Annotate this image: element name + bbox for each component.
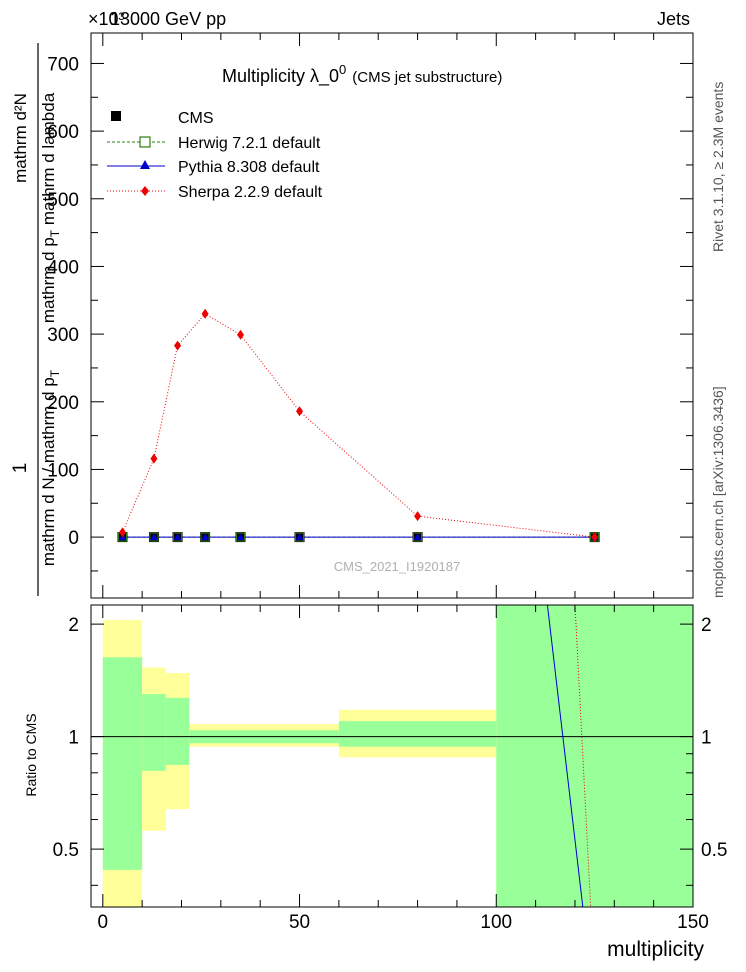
sherpa-point bbox=[174, 340, 182, 351]
legend-pythia-label: Pythia 8.308 default bbox=[178, 159, 320, 176]
ratio-y-tick-label-right: 0.5 bbox=[701, 840, 727, 861]
ratio-plot-frame bbox=[90, 604, 694, 908]
ylabel-denominator2-text: mathrm d p bbox=[39, 237, 58, 323]
ratio-y-tick-label-right: 1 bbox=[701, 728, 712, 749]
ylabel-denominator-sub: T bbox=[48, 369, 62, 377]
ratio-axis-ticks: 0.5 0.5 1 1 2 2 0 50 100 150 bbox=[53, 605, 727, 933]
header-exponent: ×10³ bbox=[88, 9, 125, 29]
legend-sherpa-label: Sherpa 2.2.9 default bbox=[178, 184, 323, 201]
watermark: CMS_2021_I1920187 bbox=[334, 559, 461, 574]
ylabel-denominator: mathrm d N / mathrm d pT bbox=[39, 369, 62, 566]
side-label-rivet: Rivet 3.1.10, ≥ 2.3M events bbox=[710, 82, 726, 252]
y-tick-label: 700 bbox=[47, 54, 79, 75]
ratio-ylabel: Ratio to CMS bbox=[23, 713, 39, 796]
header-right: Jets bbox=[657, 9, 690, 29]
ratio-band-green bbox=[496, 605, 693, 907]
y-tick-label: 400 bbox=[47, 257, 79, 278]
pythia-point bbox=[173, 533, 182, 541]
ratio-band-green bbox=[338, 721, 497, 747]
ratio-band-green bbox=[165, 697, 190, 765]
x-axis-label: multiplicity bbox=[607, 938, 704, 961]
pythia-point bbox=[295, 533, 304, 541]
series-line-3 bbox=[122, 313, 595, 538]
sherpa-point bbox=[414, 511, 422, 522]
y-tick-label: 500 bbox=[47, 190, 79, 211]
pythia-point bbox=[413, 533, 422, 541]
ratio-sherpa-line bbox=[574, 604, 592, 908]
ylabel-denominator2-sub: T bbox=[48, 229, 62, 237]
y-tick-label: 100 bbox=[47, 460, 79, 481]
ylabel-numerator2: mathrm d²N bbox=[11, 93, 30, 183]
ratio-pythia-line bbox=[546, 604, 584, 908]
ylabel-numerator: 1 bbox=[10, 463, 31, 474]
sherpa-point bbox=[150, 453, 158, 464]
header-left: 13000 GeV pp bbox=[110, 9, 226, 29]
pythia-point bbox=[236, 533, 245, 541]
ratio-plot: 0.5 0.5 1 1 2 2 0 50 100 150 bbox=[53, 604, 727, 933]
ratio-y-tick-label-left: 2 bbox=[68, 615, 79, 636]
sherpa-point bbox=[201, 308, 209, 319]
main-series bbox=[117, 308, 600, 543]
plot-title-sup: 0 bbox=[339, 62, 346, 77]
pythia-point bbox=[201, 533, 210, 541]
legend-cms-marker bbox=[111, 111, 121, 121]
sherpa-point bbox=[296, 406, 304, 417]
legend-pythia-marker bbox=[140, 160, 150, 169]
legend-cms-label: CMS bbox=[178, 110, 214, 127]
pythia-point bbox=[149, 533, 158, 541]
x-tick-label: 50 bbox=[289, 912, 310, 933]
ratio-y-tick-label-left: 1 bbox=[68, 728, 79, 749]
x-tick-label: 100 bbox=[480, 912, 512, 933]
legend: CMS Herwig 7.2.1 default Pythia 8.308 de… bbox=[107, 110, 323, 201]
ylabel-denominator-text: mathrm d N / mathrm d p bbox=[39, 377, 58, 566]
x-tick-label: 150 bbox=[677, 912, 709, 933]
ylabel-denominator2: mathrm d pT mathrm d lambda bbox=[39, 92, 62, 323]
ratio-y-tick-label-right: 2 bbox=[701, 615, 712, 636]
x-tick-label: 0 bbox=[98, 912, 109, 933]
ratio-band-green bbox=[142, 694, 166, 771]
legend-sherpa-marker bbox=[141, 186, 149, 196]
legend-herwig-label: Herwig 7.2.1 default bbox=[178, 135, 321, 152]
main-ylabel: 1 mathrm d N / mathrm d pT mathrm d²N ma… bbox=[10, 43, 62, 596]
ylabel-denominator2-tail: mathrm d lambda bbox=[39, 92, 58, 230]
plot-title-main: Multiplicity λ_0 bbox=[222, 66, 339, 87]
ratio-y-tick-label-left: 0.5 bbox=[53, 840, 79, 861]
main-axis-ticks: 0 100 200 300 400 500 600 700 bbox=[47, 33, 694, 598]
sherpa-point bbox=[591, 532, 599, 543]
ratio-lines bbox=[91, 604, 693, 908]
ratio-band-green bbox=[102, 657, 143, 870]
main-plot: 0 100 200 300 400 500 600 700 bbox=[47, 32, 694, 599]
y-tick-label: 300 bbox=[47, 325, 79, 346]
y-tick-label: 600 bbox=[47, 122, 79, 143]
y-tick-label: 0 bbox=[68, 528, 79, 549]
sherpa-point bbox=[237, 329, 245, 340]
side-label-mcplots: mcplots.cern.ch [arXiv:1306.3436] bbox=[710, 386, 726, 598]
ratio-bands bbox=[102, 605, 693, 907]
legend-herwig-marker bbox=[139, 136, 151, 148]
y-tick-label: 200 bbox=[47, 393, 79, 414]
main-plot-frame bbox=[90, 32, 694, 599]
sherpa-point bbox=[118, 527, 126, 538]
plot-title-sub: (CMS jet substructure) bbox=[352, 69, 502, 86]
plot-title: Multiplicity λ_00 (CMS jet substructure) bbox=[222, 62, 502, 87]
